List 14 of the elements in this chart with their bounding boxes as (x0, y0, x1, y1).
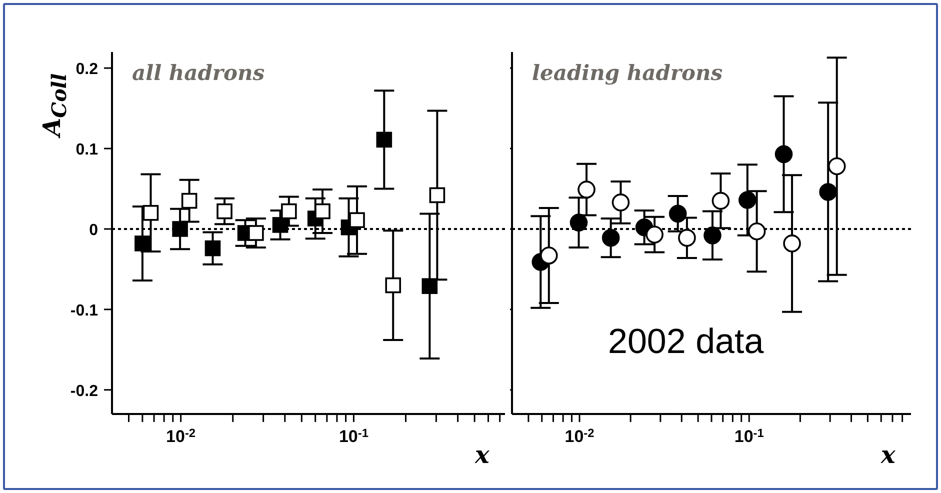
x-axis-title: x (475, 440, 490, 469)
y-tick-label: -0.1 (70, 302, 98, 320)
y-tick-label: 0 (89, 222, 98, 239)
x-tick-label: 10$^{-1}$ (338, 426, 369, 446)
x-tick-label: 10$^{-2}$ (166, 426, 196, 446)
y-tick-label: -0.2 (70, 382, 98, 400)
annotation: 2002 data (608, 322, 764, 362)
y-tick-label: 0.2 (76, 61, 98, 78)
x-axis-title: x (881, 440, 896, 469)
x-tick-label: 10$^{-1}$ (734, 426, 764, 446)
annotation: leading hadrons (532, 60, 723, 85)
y-tick-label: 0.1 (76, 142, 98, 159)
annotation: all hadrons (132, 60, 265, 85)
x-tick-label: 10$^{-2}$ (564, 426, 595, 446)
